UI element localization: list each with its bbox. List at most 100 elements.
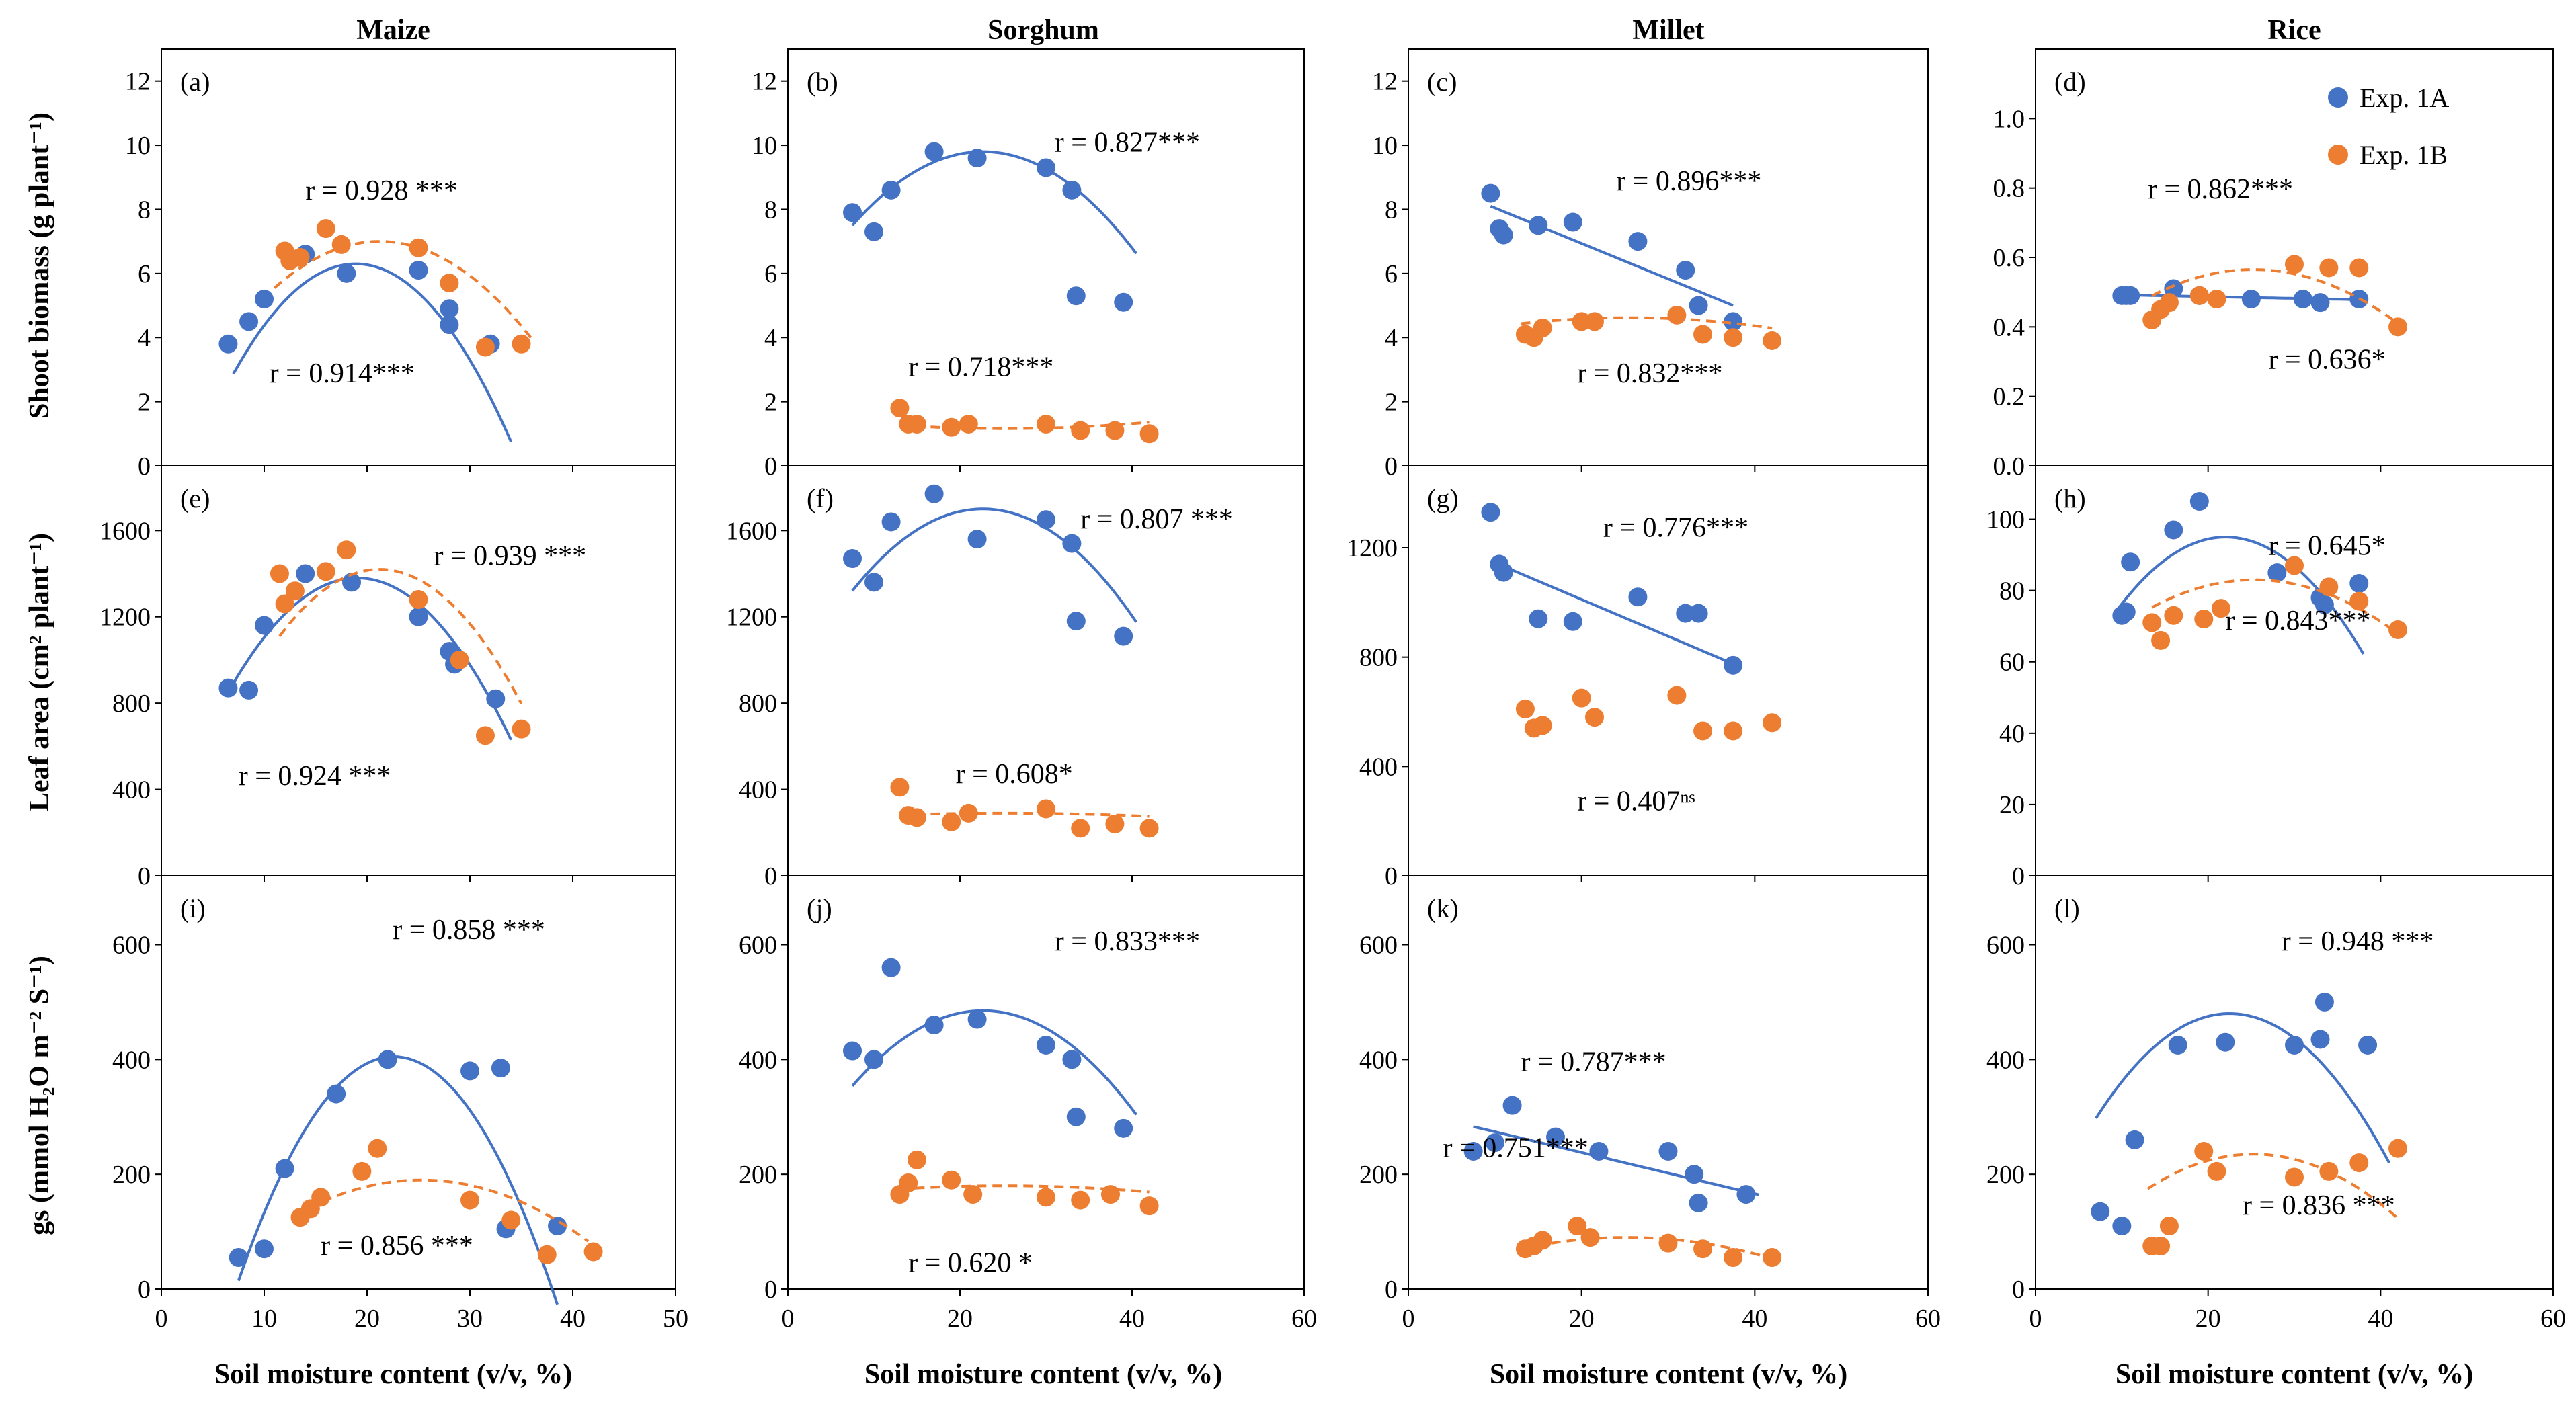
y-tick-label: 0 xyxy=(764,452,777,481)
x-tick-label: 10 xyxy=(251,1305,277,1333)
y-tick-label: 0 xyxy=(2012,1276,2025,1304)
data-point xyxy=(337,263,356,283)
trendline xyxy=(1521,1236,1773,1260)
x-tick-label: 40 xyxy=(560,1305,586,1333)
series-exp-1a: r = 0.645* xyxy=(2112,492,2386,655)
legend-label-exp-1a: Exp. 1A xyxy=(2360,83,2449,113)
data-point xyxy=(1037,415,1055,434)
data-point xyxy=(2168,1035,2187,1055)
series-exp-1b: r = 0.718*** xyxy=(890,352,1159,444)
y-tick-label: 1200 xyxy=(726,604,777,632)
y-tick-label: 10 xyxy=(752,132,777,160)
data-point xyxy=(1685,1165,1704,1184)
column-title-rice: Rice xyxy=(2267,15,2321,46)
data-point xyxy=(1529,216,1548,235)
y-tick-label: 6 xyxy=(138,260,151,288)
data-point xyxy=(296,564,315,583)
data-point xyxy=(2159,293,2179,313)
panel-label: (k) xyxy=(1427,893,1459,923)
xlabel-millet: Soil moisture content (v/v, %) xyxy=(1490,1359,1847,1390)
y-tick-label: 0.2 xyxy=(1993,383,2025,411)
x-tick-label: 60 xyxy=(1291,1305,1317,1333)
y-tick-label: 4 xyxy=(764,324,777,352)
data-point xyxy=(409,261,428,280)
y-tick-label: 1200 xyxy=(1346,534,1398,563)
y-tick-label: 0 xyxy=(1385,452,1398,481)
ylabel-leaf-area: Leaf area (cm² plant⁻¹) xyxy=(24,533,55,811)
legend-label-exp-1b: Exp. 1B xyxy=(2360,140,2448,170)
data-point xyxy=(1481,503,1500,522)
x-tick-label: 60 xyxy=(2540,1305,2566,1333)
y-tick-label: 0 xyxy=(764,1276,777,1304)
data-point xyxy=(1667,305,1687,325)
data-point xyxy=(2388,317,2407,337)
series-exp-1a: r = 0.914*** xyxy=(218,245,513,443)
data-point xyxy=(2159,1217,2179,1236)
data-point xyxy=(409,607,428,626)
r-annotation: r = 0.776*** xyxy=(1603,513,1748,544)
y-tick-label: 0.6 xyxy=(1993,244,2025,272)
panel-g: 0 400 800 1200 (g) r = 0.776*** r = 0.407ⁿˢ xyxy=(1346,465,1929,891)
data-point xyxy=(2285,1167,2304,1187)
r-annotation: r = 0.833*** xyxy=(1055,926,1200,957)
data-point xyxy=(899,1173,918,1192)
series-exp-1a: r = 0.833*** xyxy=(843,926,1200,1138)
data-point xyxy=(1572,312,1591,331)
data-point xyxy=(1689,604,1708,623)
panel-c: 0 2 4 6 8 10 12 (c) r = 0.896*** r = 0.832*** xyxy=(1372,48,1929,481)
trendline xyxy=(1521,316,1773,330)
data-point xyxy=(440,315,459,335)
data-point xyxy=(1485,1133,1504,1153)
data-point xyxy=(2310,1030,2330,1049)
series-exp-1b: r = 0.608* xyxy=(890,759,1159,838)
x-tick-label: 50 xyxy=(663,1305,688,1333)
data-point xyxy=(285,581,305,601)
y-tick-label: 400 xyxy=(112,776,151,805)
data-point xyxy=(491,1059,510,1078)
data-point xyxy=(1584,312,1604,331)
trendline xyxy=(899,811,1150,818)
data-point xyxy=(2121,552,2140,572)
data-point xyxy=(942,417,961,437)
data-point xyxy=(890,778,910,797)
data-point xyxy=(1763,713,1782,733)
y-tick-label: 1600 xyxy=(99,517,151,545)
data-point xyxy=(2164,520,2183,540)
data-point xyxy=(1037,510,1055,530)
data-point xyxy=(967,1009,987,1029)
panel-label: (c) xyxy=(1427,67,1457,97)
column-titles: Maize Sorghum Millet Rice xyxy=(356,15,2321,46)
data-point xyxy=(2285,556,2304,575)
y-tick-label: 0 xyxy=(2012,862,2025,891)
data-point xyxy=(460,1061,479,1081)
panel-label: (i) xyxy=(180,893,206,923)
data-point xyxy=(501,1210,521,1230)
y-tick-label: 0.8 xyxy=(1993,175,2025,203)
data-point xyxy=(1139,1196,1159,1216)
trendline xyxy=(232,576,513,741)
data-point xyxy=(1689,296,1708,315)
x-tick-label: 20 xyxy=(2196,1305,2221,1333)
series-exp-1b: r = 0.832*** xyxy=(1515,305,1782,389)
data-point xyxy=(843,203,862,222)
data-point xyxy=(1515,699,1535,718)
y-tick-label: 600 xyxy=(1986,932,2025,960)
y-tick-label: 400 xyxy=(1359,1046,1398,1074)
y-tick-label: 6 xyxy=(764,260,777,288)
data-point xyxy=(942,812,961,831)
panel-frame xyxy=(787,875,1305,1290)
data-point xyxy=(2189,286,2209,305)
panel-d: 0.0 0.2 0.4 0.6 0.8 1.0 (d) r = 0.862*** r = 0.6… xyxy=(1993,48,2554,481)
data-point xyxy=(331,235,351,254)
data-point xyxy=(1494,563,1513,582)
data-point xyxy=(881,180,901,200)
data-point xyxy=(229,1248,248,1268)
trendline xyxy=(1490,559,1734,665)
r-annotation: r = 0.608* xyxy=(956,759,1073,790)
data-point xyxy=(1114,626,1133,646)
panel-label: (j) xyxy=(807,893,832,923)
data-point xyxy=(1689,1193,1708,1212)
column-title-sorghum: Sorghum xyxy=(988,15,1099,46)
r-annotation: r = 0.407ⁿˢ xyxy=(1577,786,1695,817)
data-point xyxy=(1568,1217,1587,1236)
